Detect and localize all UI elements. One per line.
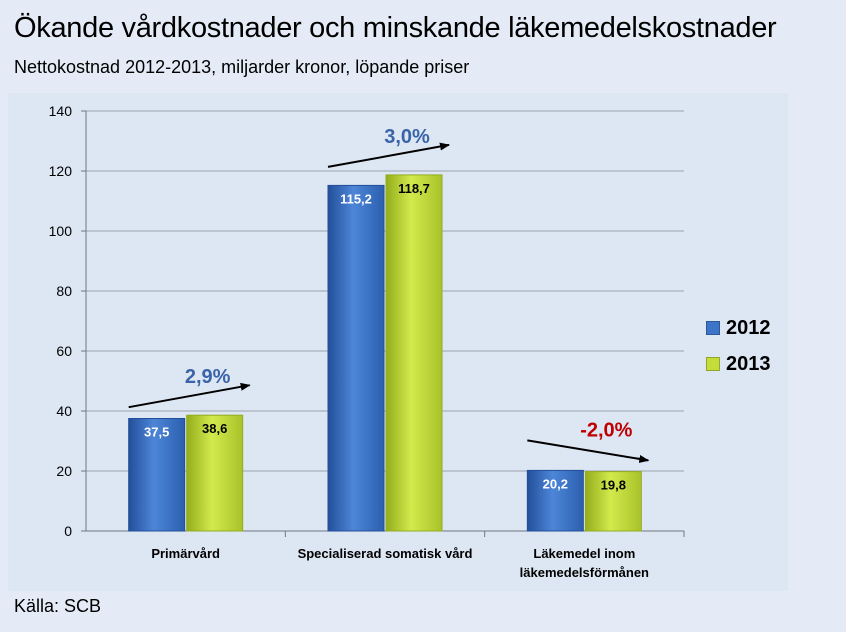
legend-label-2012: 2012 [726, 316, 771, 339]
source-note: Källa: SCB [14, 596, 102, 616]
y-tick-label-0: 0 [64, 523, 72, 539]
change-arrow-1 [327, 142, 450, 168]
labels: 37,5 38,6 2,9% 115,2 118,7 3,0% 20,2 19,8 -2,0% [128, 126, 650, 493]
legend: 2012 2013 [706, 310, 771, 382]
legend-swatch-2013 [706, 357, 720, 371]
data-label-2013-0: 38,6 [202, 421, 227, 436]
category-label-2: Läkemedel inom läkemedelsförmånen [520, 546, 649, 580]
chart-subtitle: Nettokostnad 2012-2013, miljarder kronor… [14, 57, 470, 77]
data-label-2012-0: 37,5 [144, 425, 169, 440]
data-label-2012-1: 115,2 [340, 191, 372, 206]
y-tick-label-60: 60 [56, 343, 72, 359]
bar-2012-0 [128, 418, 186, 532]
bar-2012-2 [526, 469, 584, 532]
data-label-2013-2: 19,8 [601, 478, 626, 493]
legend-item-2012: 2012 [706, 310, 771, 346]
bars [128, 174, 642, 532]
chart-title: Ökande vårdkostnader och minskande läkem… [14, 12, 777, 44]
y-tick-label-20: 20 [56, 463, 72, 479]
data-label-2012-2: 20,2 [543, 476, 568, 491]
category-label-0: Primärvård [151, 546, 220, 561]
change-label-1: 3,0% [384, 126, 430, 148]
bar-2012-1 [327, 184, 385, 532]
y-tick-label-120: 120 [49, 163, 73, 179]
change-arrow-2 [527, 439, 650, 463]
bar-2013-0 [186, 414, 244, 532]
y-tick-label-100: 100 [49, 223, 73, 239]
axes: 0 20 40 60 80 100 120 140 Primärvård Specialisera… [49, 103, 685, 580]
legend-item-2013: 2013 [706, 346, 771, 382]
change-label-2: -2,0% [580, 419, 632, 441]
y-tick-label-80: 80 [56, 283, 72, 299]
y-tick-label-140: 140 [49, 103, 73, 119]
change-arrow-0 [128, 382, 251, 409]
change-label-0: 2,9% [185, 366, 231, 388]
bar-2013-2 [584, 471, 642, 532]
data-label-2013-1: 118,7 [398, 181, 430, 196]
legend-label-2013: 2013 [726, 352, 771, 375]
y-tick-label-40: 40 [56, 403, 72, 419]
category-label-1: Specialiserad somatisk vård [298, 546, 473, 561]
bar-2013-1 [385, 174, 443, 532]
legend-swatch-2012 [706, 321, 720, 335]
